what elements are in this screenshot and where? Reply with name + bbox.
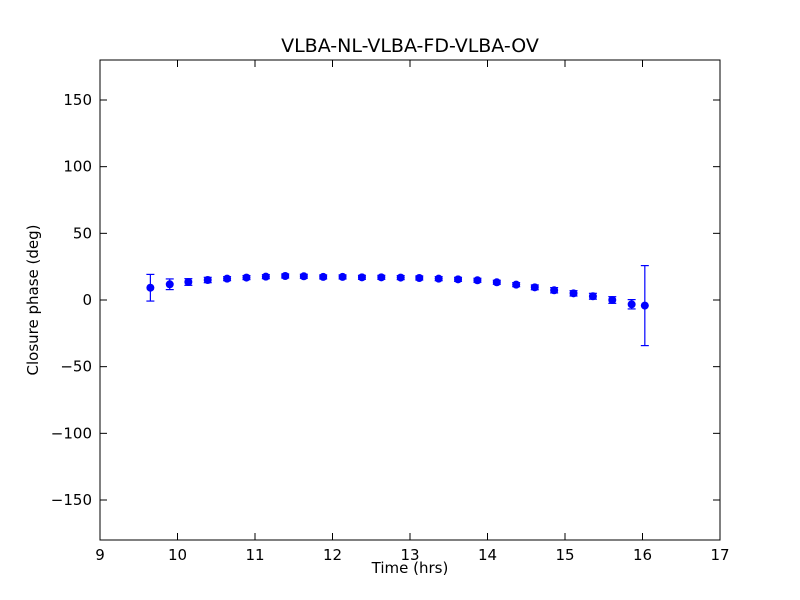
x-tick-label: 14 — [478, 546, 497, 564]
data-point — [319, 272, 328, 281]
x-axis-label: Time (hrs) — [371, 559, 449, 577]
data-point — [627, 300, 636, 309]
x-tick-label: 12 — [323, 546, 342, 564]
y-tick-label: 100 — [63, 158, 92, 176]
data-point — [588, 292, 597, 301]
x-tick-label: 15 — [555, 546, 574, 564]
data-point — [492, 278, 501, 287]
y-tick-label: −150 — [51, 491, 92, 509]
data-point — [512, 280, 521, 289]
data-series — [146, 265, 649, 347]
data-point — [608, 296, 617, 304]
data-point — [146, 283, 155, 292]
data-point — [281, 272, 290, 280]
data-point — [184, 278, 193, 286]
data-point — [261, 272, 270, 281]
data-point — [203, 276, 212, 284]
x-tick-label: 16 — [633, 546, 652, 564]
x-tick-label: 10 — [168, 546, 187, 564]
y-tick-label: 0 — [82, 291, 92, 309]
y-tick-label: −100 — [51, 424, 92, 442]
y-axis-label: Closure phase (deg) — [24, 225, 42, 376]
x-tick-label: 11 — [245, 546, 264, 564]
data-point — [550, 286, 559, 295]
data-point — [454, 275, 463, 284]
y-tick-label: 150 — [63, 91, 92, 109]
data-point — [434, 274, 443, 283]
data-point — [223, 274, 232, 283]
data-point — [640, 301, 649, 310]
data-point — [473, 276, 482, 285]
axes-ticks: 9 10 11 12 13 14 15 16 17 −150 −100 −50 0 50 100 150 — [51, 60, 730, 564]
data-point — [242, 273, 251, 282]
data-point — [396, 273, 405, 282]
y-tick-label: 50 — [73, 224, 92, 242]
data-point — [530, 283, 539, 292]
x-tick-label: 13 — [400, 546, 419, 564]
data-point — [569, 289, 578, 298]
data-point — [165, 280, 174, 289]
data-point — [357, 273, 366, 282]
data-point — [377, 273, 386, 282]
chart-title: VLBA-NL-VLBA-FD-VLBA-OV — [281, 35, 539, 57]
data-point — [415, 274, 424, 282]
data-point — [338, 272, 347, 281]
plot-border — [99, 59, 721, 541]
plot-frame — [99, 59, 721, 541]
y-tick-label: −50 — [60, 358, 92, 376]
x-tick-label: 9 — [95, 546, 105, 564]
x-tick-label: 17 — [710, 546, 729, 564]
data-point — [299, 272, 308, 281]
